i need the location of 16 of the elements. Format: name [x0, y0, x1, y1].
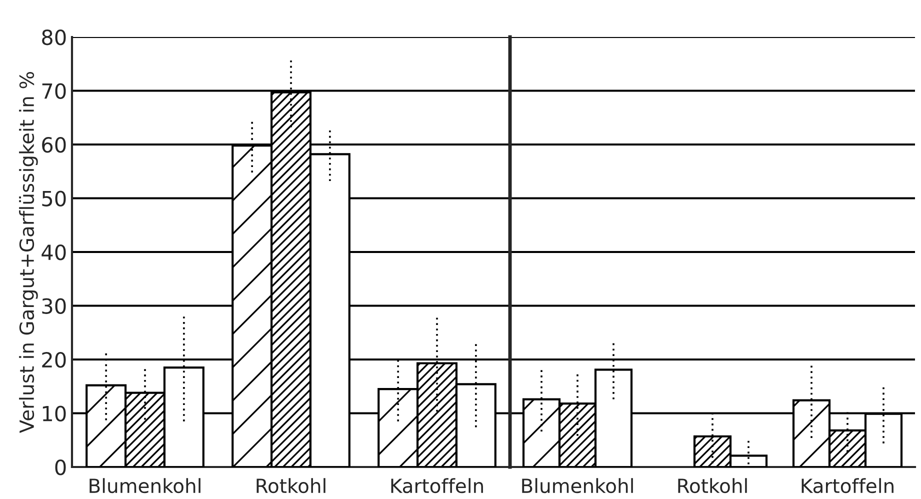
x-tick-label: Kartoffeln: [802, 478, 894, 494]
y-tick-label: 70: [42, 83, 66, 99]
y-axis-title: Verlust in Gargut+Garflüssigkeit in %: [19, 72, 38, 433]
x-tick-label: Rotkohl: [678, 478, 747, 494]
y-tick-label: 0: [55, 459, 66, 476]
y-tick-label: 50: [42, 190, 66, 206]
y-tick-label: 60: [42, 136, 66, 153]
y-tick-label: 20: [42, 352, 66, 368]
y-tick-label: 30: [42, 298, 66, 314]
y-tick-label: 40: [42, 244, 66, 260]
x-tick-label: Rotkohl: [256, 478, 326, 494]
x-tick-label: Blumenkohl: [522, 478, 633, 494]
x-tick-label: Blumenkohl: [90, 478, 200, 494]
y-tick-label: 80: [42, 29, 66, 46]
y-tick-label: 10: [42, 406, 66, 422]
x-tick-label: Kartoffeln: [391, 478, 483, 494]
